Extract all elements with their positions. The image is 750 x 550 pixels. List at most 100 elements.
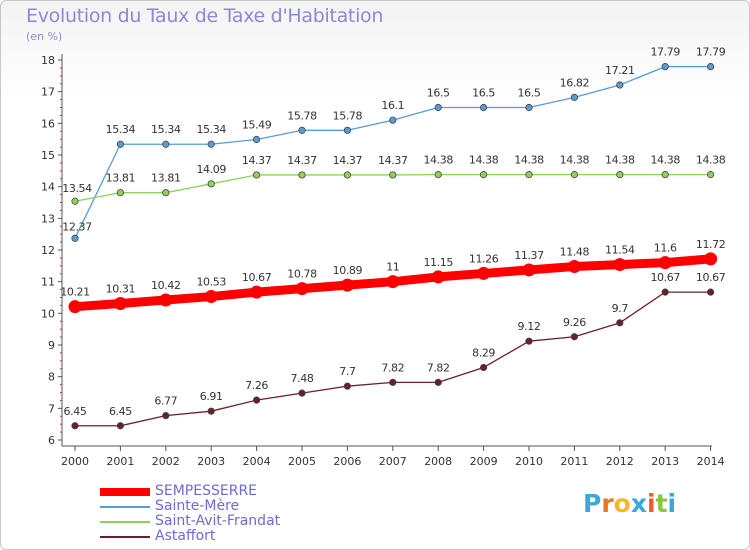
data-point-sempesserre xyxy=(477,266,491,280)
data-point-saint-avit-frandat xyxy=(479,171,488,179)
x-tick-label: 2008 xyxy=(424,455,452,468)
data-point-saint-avit-frandat xyxy=(616,171,624,179)
data-label-astaffort: 6.45 xyxy=(109,405,132,418)
y-tick-label: 13 xyxy=(41,212,55,225)
data-point-sainte-m-re xyxy=(434,103,442,112)
y-tick-label: 15 xyxy=(41,149,55,162)
logo-letter: o xyxy=(613,489,631,518)
data-point-sempesserre xyxy=(340,278,354,292)
legend-swatch-sainte-mere xyxy=(100,505,150,508)
data-point-saint-avit-frandat xyxy=(253,171,261,179)
data-label-astaffort: 6.91 xyxy=(200,390,223,403)
data-point-astaffort xyxy=(71,422,79,430)
data-point-saint-avit-frandat xyxy=(661,171,669,179)
data-label-sainte-m-re: 17.79 xyxy=(650,46,680,59)
data-label-saint-avit-frandat: 14.38 xyxy=(560,154,590,167)
data-point-saint-avit-frandat xyxy=(162,189,170,197)
data-label-saint-avit-frandat: 14.37 xyxy=(242,154,272,167)
data-label-astaffort: 7.82 xyxy=(381,361,404,374)
logo-letter: r xyxy=(601,489,614,518)
data-point-astaffort xyxy=(479,363,488,372)
data-point-sainte-m-re xyxy=(162,140,170,148)
data-point-sainte-m-re xyxy=(207,140,215,148)
data-label-astaffort: 10.67 xyxy=(650,271,680,284)
data-label-sainte-m-re: 15.34 xyxy=(196,123,226,136)
data-label-sainte-m-re: 16.82 xyxy=(560,76,590,89)
data-label-sainte-m-re: 17.79 xyxy=(696,46,726,59)
y-tick-label: 18 xyxy=(41,54,55,67)
data-label-saint-avit-frandat: 14.38 xyxy=(514,154,544,167)
data-point-sempesserre xyxy=(567,259,581,273)
y-tick-label: 8 xyxy=(48,371,55,384)
data-point-astaffort xyxy=(162,412,170,420)
x-tick-label: 2005 xyxy=(288,455,316,468)
data-label-sainte-m-re: 16.5 xyxy=(518,87,541,100)
data-point-sainte-m-re xyxy=(298,126,306,134)
data-point-astaffort xyxy=(661,288,669,296)
legend-swatch-astaffort xyxy=(100,535,150,538)
x-tick-label: 2006 xyxy=(333,455,361,468)
x-tick-label: 2010 xyxy=(515,455,543,468)
data-point-sainte-m-re xyxy=(616,81,624,89)
x-tick-label: 2001 xyxy=(106,455,134,468)
data-label-sainte-m-re: 15.34 xyxy=(151,123,181,136)
data-label-saint-avit-frandat: 14.37 xyxy=(333,154,363,167)
legend-item-astaffort: Astaffort xyxy=(100,529,280,544)
data-point-saint-avit-frandat xyxy=(389,171,397,179)
data-point-sempesserre xyxy=(522,263,536,277)
data-point-saint-avit-frandat xyxy=(207,180,215,188)
data-label-saint-avit-frandat: 14.38 xyxy=(605,154,635,167)
y-tick-label: 16 xyxy=(41,117,55,130)
data-label-sainte-m-re: 15.78 xyxy=(333,109,363,122)
x-tick-label: 2003 xyxy=(197,455,225,468)
x-tick-label: 2007 xyxy=(379,455,407,468)
data-label-saint-avit-frandat: 14.38 xyxy=(469,154,499,167)
y-tick-label: 11 xyxy=(41,276,55,289)
data-label-sempesserre: 11.37 xyxy=(514,249,544,262)
logo-letter: P xyxy=(583,489,602,518)
y-tick-label: 17 xyxy=(41,86,55,99)
data-point-astaffort xyxy=(207,407,215,415)
data-point-astaffort xyxy=(298,389,306,397)
data-label-astaffort: 6.45 xyxy=(64,405,87,418)
data-point-astaffort xyxy=(434,378,442,386)
data-label-saint-avit-frandat: 14.38 xyxy=(696,154,726,167)
data-label-astaffort: 7.82 xyxy=(427,361,450,374)
data-point-sainte-m-re xyxy=(570,93,579,101)
data-label-sainte-m-re: 16.5 xyxy=(427,87,450,100)
data-point-saint-avit-frandat xyxy=(525,171,533,179)
chart-legend: SEMPESSERRE Sainte-Mère Saint-Avit-Frand… xyxy=(100,484,280,544)
data-label-sainte-m-re: 15.34 xyxy=(106,123,136,136)
data-label-sempesserre: 11.48 xyxy=(560,245,590,258)
data-label-astaffort: 7.26 xyxy=(245,379,268,392)
data-point-astaffort xyxy=(389,378,397,386)
chart-unit-label: (en %) xyxy=(26,30,63,43)
data-point-sempesserre xyxy=(204,290,218,304)
data-label-saint-avit-frandat: 14.38 xyxy=(423,154,453,167)
x-tick-label: 2012 xyxy=(606,455,634,468)
data-point-sempesserre xyxy=(159,293,173,307)
data-point-saint-avit-frandat xyxy=(706,171,715,179)
data-label-sempesserre: 10.42 xyxy=(151,279,181,292)
data-label-saint-avit-frandat: 14.38 xyxy=(650,154,680,167)
data-label-sempesserre: 10.53 xyxy=(196,276,226,289)
data-point-astaffort xyxy=(570,333,579,341)
data-point-astaffort xyxy=(616,319,624,327)
legend-label-sempesserre: SEMPESSERRE xyxy=(155,483,258,499)
data-label-sainte-m-re: 15.78 xyxy=(287,109,317,122)
x-tick-label: 2000 xyxy=(61,455,89,468)
x-tick-label: 2004 xyxy=(243,455,271,468)
data-label-sempesserre: 11.15 xyxy=(423,256,453,269)
data-label-sempesserre: 10.89 xyxy=(333,264,363,277)
data-point-saint-avit-frandat xyxy=(71,197,79,205)
data-label-astaffort: 9.7 xyxy=(612,302,629,315)
data-label-sempesserre: 10.31 xyxy=(106,283,136,296)
data-label-sainte-m-re: 15.49 xyxy=(242,118,272,131)
data-label-sempesserre: 11.72 xyxy=(696,238,726,251)
data-label-astaffort: 9.12 xyxy=(518,320,541,333)
data-point-sempesserre xyxy=(250,285,264,299)
logo-letter: x xyxy=(630,489,647,518)
data-label-sempesserre: 10.67 xyxy=(242,271,272,284)
data-point-sempesserre xyxy=(386,275,400,289)
